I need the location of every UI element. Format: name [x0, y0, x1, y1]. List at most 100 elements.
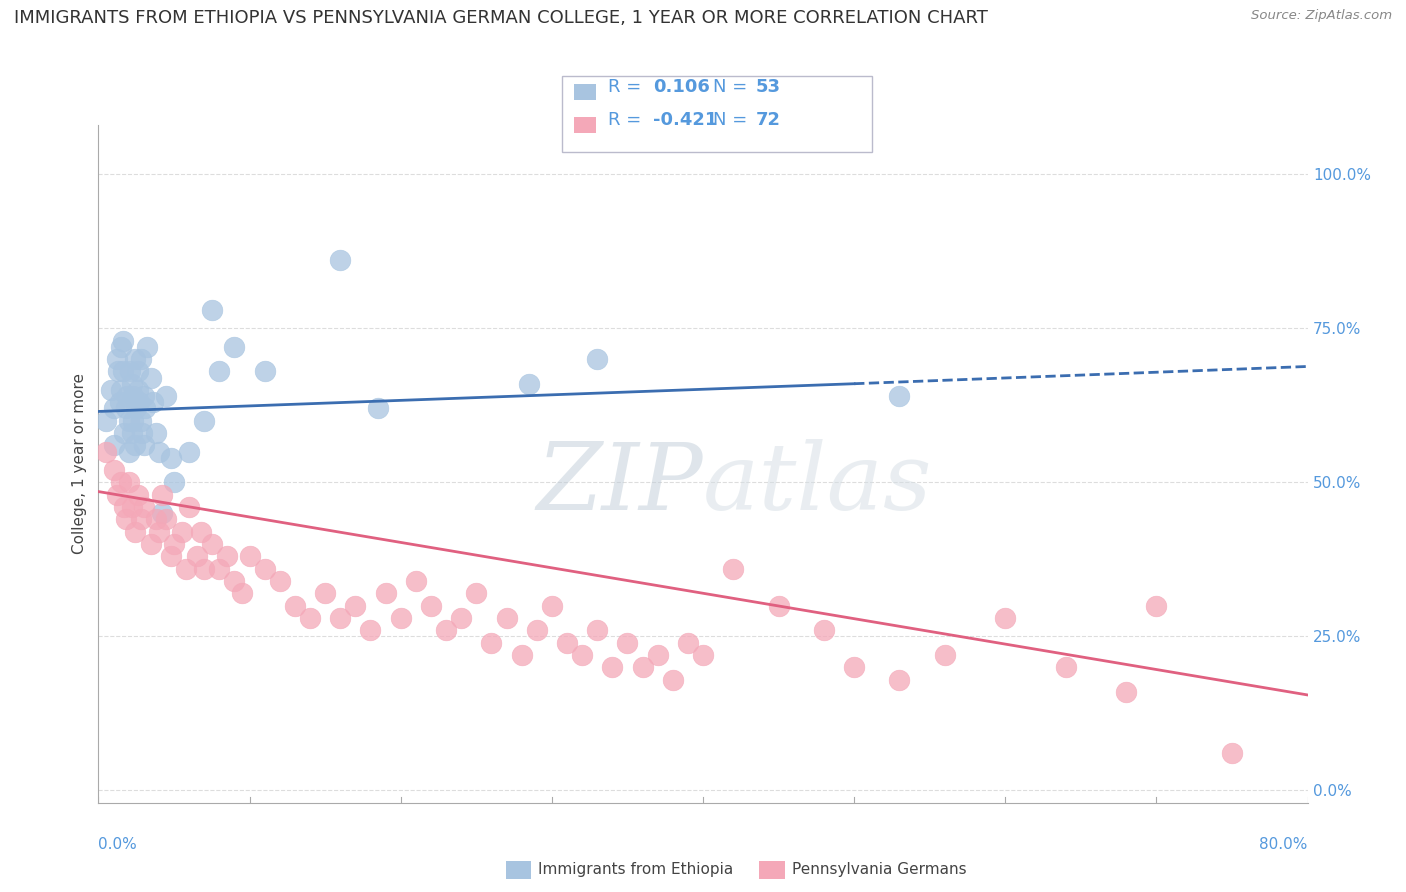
Text: N =: N = [713, 112, 754, 129]
Point [179, 500, 201, 514]
Point [631, 660, 654, 674]
Point [201, 537, 224, 551]
Text: Source: ZipAtlas.com: Source: ZipAtlas.com [1251, 9, 1392, 22]
Point [517, 376, 540, 391]
Text: Immigrants from Ethiopia: Immigrants from Ethiopia [538, 863, 734, 877]
Point [150, 506, 173, 520]
Point [768, 599, 790, 613]
Point [1115, 685, 1137, 699]
Point [389, 611, 412, 625]
Point [269, 574, 291, 588]
Point [329, 611, 352, 625]
Point [1220, 747, 1243, 761]
Point [132, 500, 155, 514]
Point [103, 401, 125, 416]
Point [110, 475, 132, 490]
Point [367, 401, 389, 416]
Text: ZIP: ZIP [536, 439, 703, 529]
Point [132, 389, 155, 403]
Point [676, 635, 699, 649]
Point [239, 549, 262, 564]
Point [155, 389, 177, 403]
Point [231, 586, 253, 600]
Point [114, 401, 136, 416]
Point [100, 383, 122, 397]
Text: N =: N = [713, 78, 754, 96]
Point [94, 444, 117, 458]
Point [122, 414, 145, 428]
Point [186, 549, 208, 564]
Text: 53: 53 [755, 78, 780, 96]
Point [434, 624, 457, 638]
Point [662, 673, 685, 687]
Point [105, 352, 128, 367]
Point [141, 537, 163, 551]
Point [118, 444, 141, 458]
Point [160, 549, 183, 564]
Point [118, 475, 141, 490]
Text: 0.0%: 0.0% [98, 837, 138, 852]
Point [148, 524, 170, 539]
Point [111, 334, 134, 348]
Point [155, 512, 177, 526]
Point [103, 463, 125, 477]
Point [111, 364, 134, 378]
Point [110, 383, 132, 397]
Text: atlas: atlas [703, 439, 932, 529]
Point [450, 611, 472, 625]
Point [889, 389, 911, 403]
Point [135, 340, 157, 354]
Point [115, 389, 138, 403]
Point [253, 364, 276, 378]
Point [125, 401, 148, 416]
Point [170, 524, 193, 539]
Point [163, 475, 186, 490]
Point [465, 586, 488, 600]
Point [586, 352, 609, 367]
Point [360, 624, 382, 638]
Point [813, 624, 835, 638]
Point [190, 524, 212, 539]
Point [510, 648, 533, 662]
Point [142, 395, 165, 409]
Point [121, 425, 143, 440]
Point [107, 364, 129, 378]
Point [103, 438, 125, 452]
Point [934, 648, 956, 662]
Point [1144, 599, 1167, 613]
Point [124, 438, 146, 452]
Point [201, 302, 224, 317]
Point [299, 611, 322, 625]
Point [481, 635, 503, 649]
Point [647, 648, 669, 662]
Point [121, 376, 143, 391]
Point [253, 561, 276, 575]
Point [127, 383, 149, 397]
Text: R =: R = [607, 112, 647, 129]
Point [208, 364, 231, 378]
Point [329, 253, 352, 268]
Text: 0.106: 0.106 [652, 78, 710, 96]
Point [128, 395, 150, 409]
Point [94, 414, 117, 428]
Point [994, 611, 1017, 625]
Point [540, 599, 562, 613]
Text: IMMIGRANTS FROM ETHIOPIA VS PENNSYLVANIA GERMAN COLLEGE, 1 YEAR OR MORE CORRELAT: IMMIGRANTS FROM ETHIOPIA VS PENNSYLVANIA… [14, 9, 988, 27]
Point [120, 364, 142, 378]
Y-axis label: College, 1 year or more: College, 1 year or more [72, 374, 87, 554]
Point [193, 561, 215, 575]
Point [163, 537, 186, 551]
Point [145, 425, 167, 440]
Point [114, 512, 136, 526]
Text: Pennsylvania Germans: Pennsylvania Germans [792, 863, 966, 877]
Point [148, 444, 170, 458]
Point [284, 599, 307, 613]
Point [586, 624, 609, 638]
Point [121, 500, 143, 514]
Point [110, 340, 132, 354]
Point [127, 364, 149, 378]
Point [150, 488, 173, 502]
Point [555, 635, 578, 649]
Point [141, 370, 163, 384]
Point [224, 340, 246, 354]
